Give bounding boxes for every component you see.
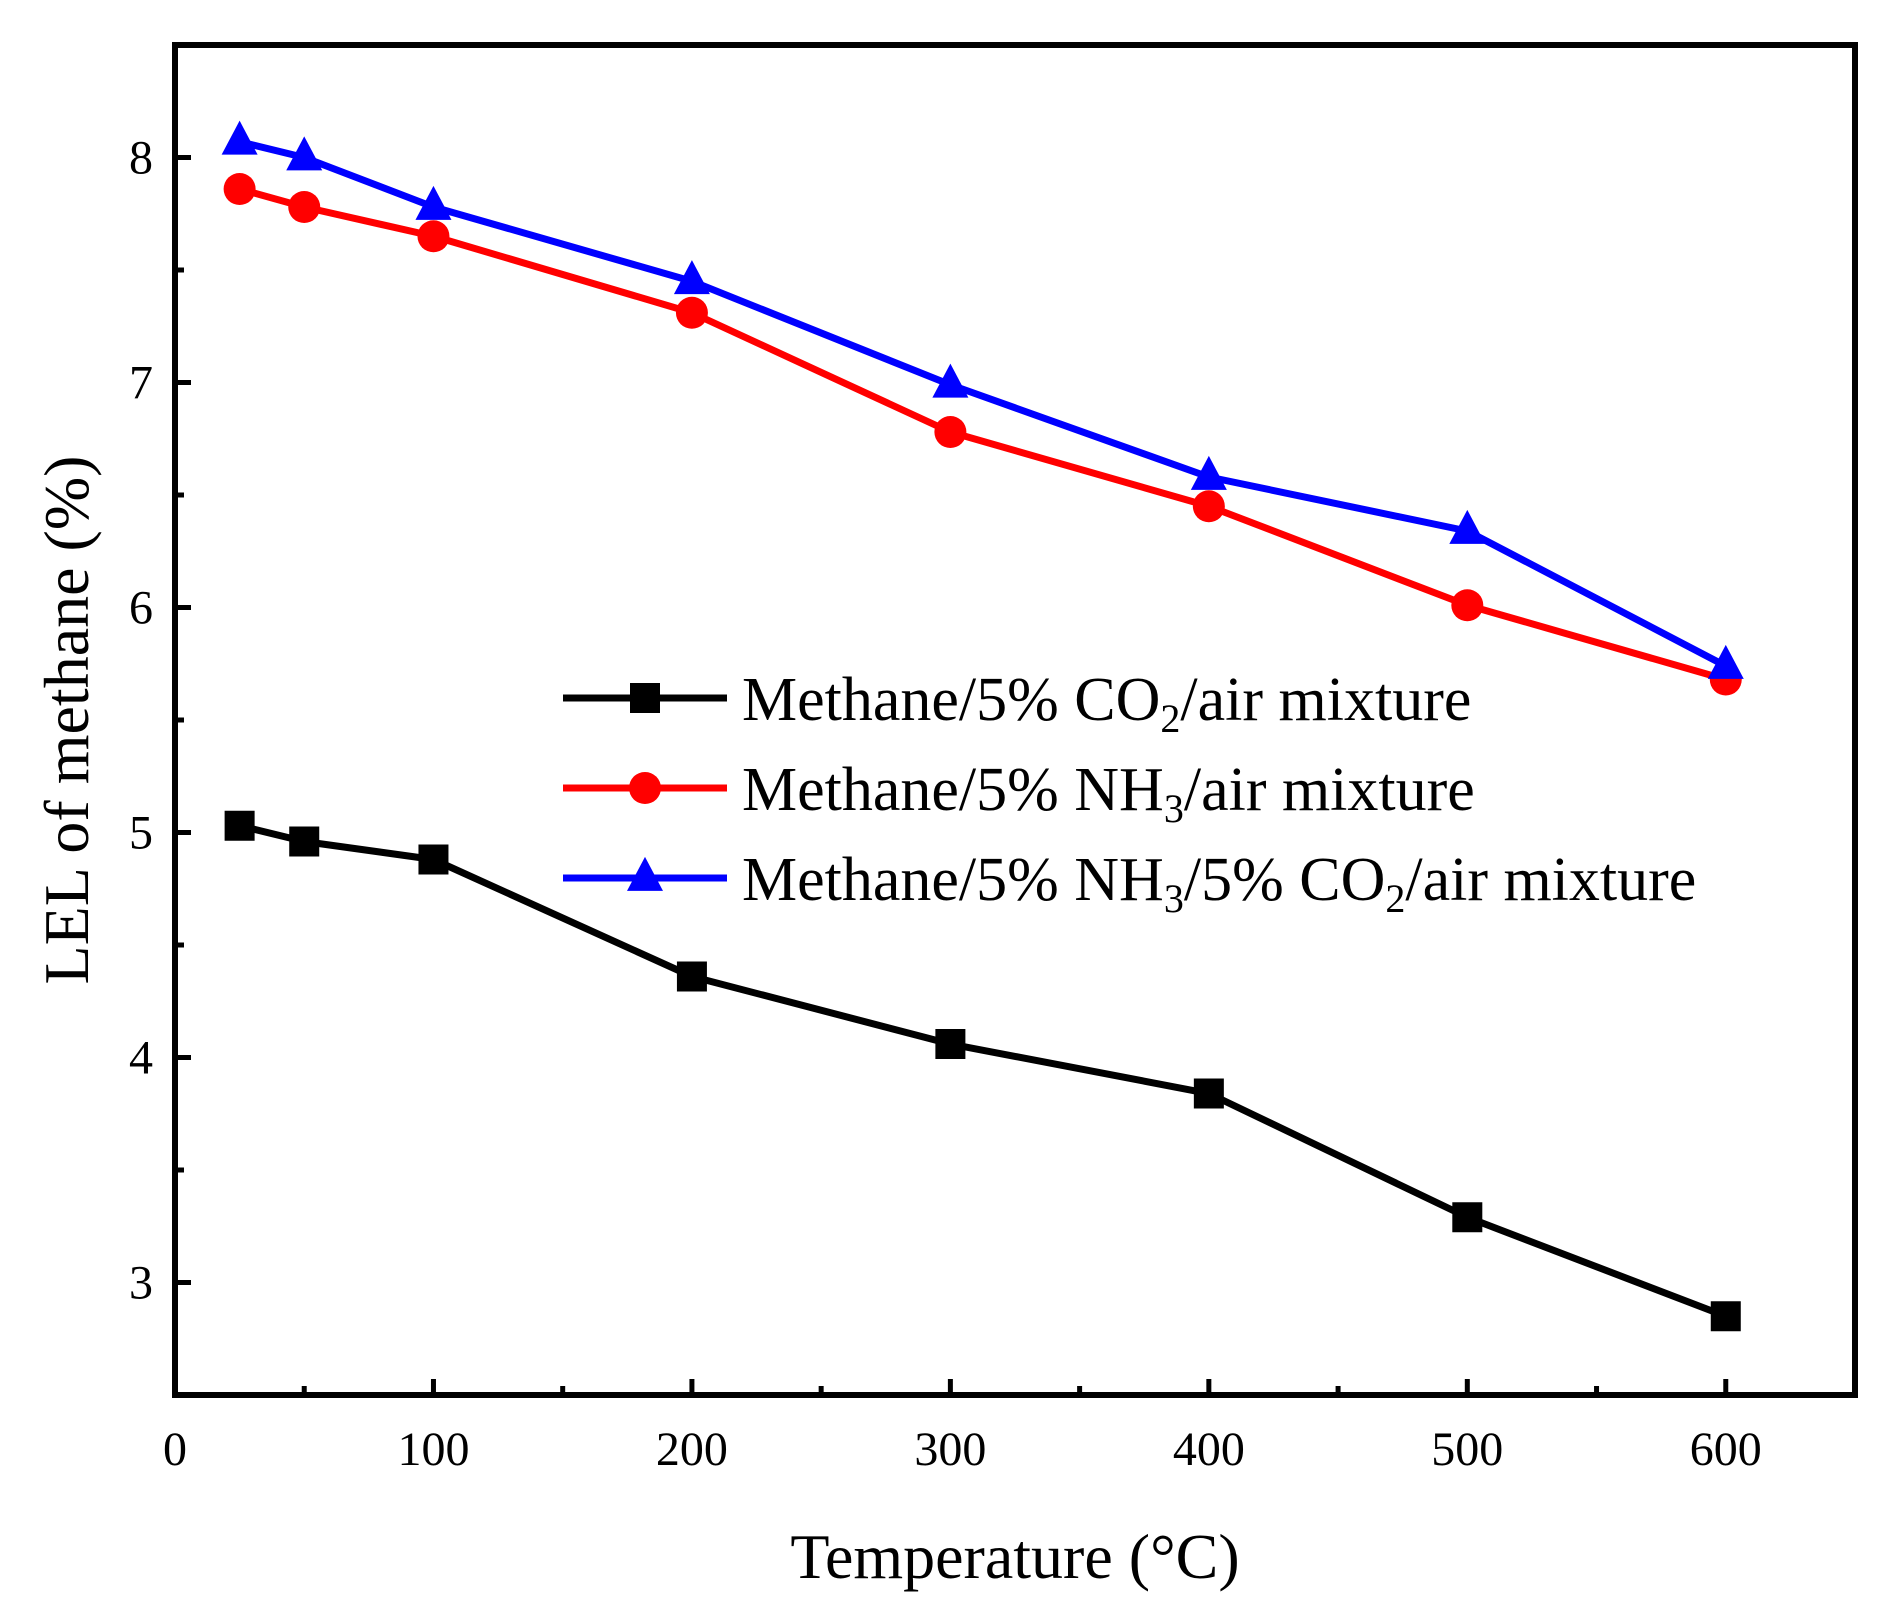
axis-ticks [172, 155, 1729, 1395]
x-tick-label: 200 [656, 1423, 728, 1476]
data-point [223, 173, 256, 205]
y-tick-label: 3 [129, 1257, 153, 1310]
x-tick-label: 0 [163, 1423, 187, 1476]
data-point [417, 220, 450, 253]
data-point [1190, 455, 1227, 490]
x-tick-label: 400 [1173, 1423, 1245, 1476]
series-3 [221, 120, 1744, 679]
data-point [935, 1029, 966, 1059]
y-tick-label: 6 [129, 582, 153, 635]
y-tick-label: 5 [129, 807, 153, 860]
x-tick-label: 500 [1431, 1423, 1503, 1476]
legend-label: Methane/5% NH3/5% CO2/air mixture [742, 846, 1696, 921]
legend-label: Methane/5% NH3/air mixture [742, 756, 1475, 831]
data-point [934, 416, 967, 448]
legend-label: Methane/5% CO2/air mixture [742, 666, 1471, 741]
data-point [676, 961, 707, 992]
data-point [288, 191, 321, 223]
data-point [1451, 589, 1484, 622]
legend-marker [630, 683, 660, 713]
y-tick-label: 4 [129, 1032, 153, 1085]
legend-item-2: Methane/5% NH3/air mixture [563, 756, 1475, 831]
series-line [238, 138, 1728, 670]
series-layer [221, 120, 1744, 1332]
data-point [286, 136, 323, 171]
legend-item-3: Methane/5% NH3/5% CO2/air mixture [563, 846, 1696, 921]
y-tick-label: 7 [129, 357, 153, 410]
axis-tick-labels: 0 100 200 300 400 500 600 3 4 5 6 7 8 [129, 132, 1762, 1477]
data-point [418, 844, 449, 875]
legend: Methane/5% CO2/air mixture Methane/5% NH3… [563, 666, 1696, 921]
data-point [415, 185, 452, 220]
legend-item-1: Methane/5% CO2/air mixture [563, 666, 1471, 741]
series-2 [223, 173, 1742, 696]
x-tick-label: 300 [914, 1423, 986, 1476]
data-point [1193, 1078, 1224, 1109]
data-point [289, 826, 320, 857]
data-point [1452, 1202, 1483, 1233]
data-point [932, 363, 969, 398]
y-axis-title: LEL of methane (%) [31, 456, 102, 985]
data-point [675, 296, 708, 329]
legend-marker [629, 772, 661, 804]
y-tick-label: 8 [129, 132, 153, 185]
data-point [221, 120, 258, 155]
series-1 [224, 810, 1741, 1332]
data-point [1707, 644, 1744, 679]
x-tick-label: 600 [1690, 1423, 1762, 1476]
data-point [673, 260, 710, 295]
series-line [238, 185, 1727, 683]
x-tick-label: 100 [397, 1423, 469, 1476]
data-point [1192, 490, 1225, 523]
data-point [1449, 509, 1486, 544]
data-point [224, 810, 255, 841]
series-line [238, 822, 1728, 1320]
legend-marker [627, 856, 663, 891]
x-axis-title: Temperature (°C) [790, 1521, 1239, 1592]
data-point [1710, 1301, 1741, 1332]
